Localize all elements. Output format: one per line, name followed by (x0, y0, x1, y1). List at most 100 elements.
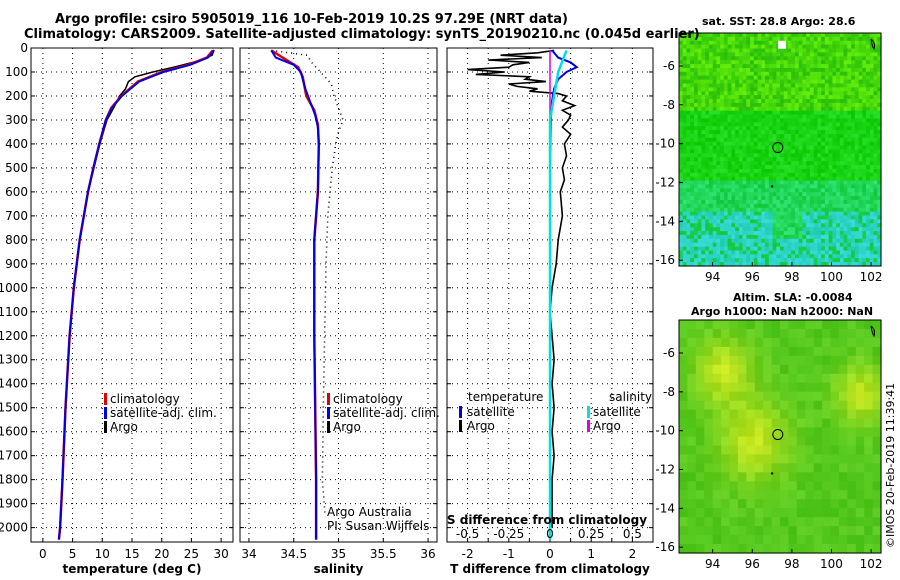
sst-map-cell (858, 106, 863, 112)
sst-map-cell (735, 64, 740, 69)
sst-map-cell (776, 83, 781, 88)
sst-map-cell (776, 130, 781, 135)
sst-map-cell (824, 68, 830, 73)
sst-map-cell (686, 223, 691, 228)
sst-map-cell (735, 149, 740, 154)
sst-map-cell (750, 203, 755, 209)
sst-map-island-dot (770, 185, 774, 188)
sla-map-cell (712, 418, 722, 429)
sst-map-cell (723, 176, 729, 182)
sst-map-cell (742, 165, 747, 170)
sst-map-cell (750, 219, 755, 224)
sst-map-cell (821, 110, 826, 116)
sst-map-cell (802, 219, 807, 224)
sst-map-cell (791, 106, 796, 112)
sst-map-cell (679, 223, 684, 228)
sla-map-cell (838, 364, 848, 375)
sst-map-cell (787, 71, 792, 77)
sst-map-cell (787, 176, 792, 182)
sst-map-cell (772, 258, 777, 263)
sla-map-cell (805, 436, 815, 447)
sst-map-cell (776, 33, 781, 38)
sla-map-cell (830, 373, 840, 384)
sst-map-cell (776, 184, 781, 189)
sst-map-cell (866, 184, 871, 189)
sla-map-cell (704, 445, 714, 456)
sst-map-cell (757, 40, 762, 46)
sst-map-cell (720, 52, 725, 57)
sla-map-cell (687, 418, 697, 429)
sla-map-cell (712, 409, 722, 420)
sst-map-cell (772, 153, 777, 158)
sst-map-cell (843, 168, 848, 174)
sst-map-cell (824, 87, 830, 92)
sla-map-cell (704, 436, 714, 447)
salinity-panel-xtick-label: 34 (241, 547, 256, 561)
sla-map-cell (796, 400, 806, 411)
sst-map-cell (742, 176, 747, 182)
sst-map-cell (735, 157, 740, 162)
sla-map-cell (771, 400, 781, 411)
sst-map-cell (757, 215, 762, 220)
sst-map-cell (723, 165, 729, 170)
sst-map-cell (701, 196, 706, 201)
sst-map-cell (686, 219, 691, 224)
sst-map-cell (806, 211, 811, 217)
sst-map-cell (795, 168, 800, 174)
sla-map-cell (679, 400, 688, 411)
sla-map-cell (763, 481, 773, 491)
sst-map-cell (862, 231, 867, 236)
sst-map-cell (832, 180, 837, 186)
sla-map-cell (712, 463, 722, 473)
sla-map-cell (729, 373, 739, 384)
sla-map-cell (855, 544, 865, 554)
sst-map-cell (787, 137, 792, 143)
sst-map-cell (765, 153, 770, 158)
sst-map-cell (806, 68, 811, 73)
sst-map-cell (828, 102, 833, 108)
sst-map-cell (690, 106, 695, 112)
sst-map-cell (701, 153, 706, 158)
sst-map-cell (783, 114, 788, 119)
sst-map-cell (802, 64, 807, 69)
sst-map-cell (787, 207, 792, 213)
sst-map-cell (727, 44, 732, 50)
sla-map-ytick-label: -8 (663, 385, 675, 399)
sla-map-cell (830, 517, 840, 527)
sst-map-cell (694, 83, 699, 88)
sla-map-cell (830, 400, 840, 411)
sst-map-cell (806, 165, 811, 170)
salinity-panel-xtick-label: 35 (331, 547, 346, 561)
sst-map-cell (772, 242, 777, 248)
sla-map-cell (788, 517, 798, 527)
sst-map-cell (694, 95, 699, 100)
sst-map-cell (697, 219, 702, 224)
sst-map-cell (854, 192, 860, 197)
sst-map-cell (705, 79, 710, 85)
sst-map-cell (873, 122, 878, 127)
sst-map-cell (716, 145, 721, 151)
sst-map-cell (780, 168, 785, 174)
sst-map-cell (731, 188, 736, 193)
sst-map-cell (795, 238, 800, 244)
sst-map-cell (705, 207, 710, 213)
sst-map-cell (727, 246, 732, 252)
sst-map-cell (753, 219, 759, 224)
sst-map-cell (731, 246, 736, 252)
sst-map-cell (682, 75, 687, 81)
sst-map-cell (828, 161, 833, 166)
sst-map-cell (809, 262, 815, 267)
sst-map-cell (731, 172, 736, 178)
sla-map-cell (679, 364, 688, 375)
sst-map-cell (679, 79, 684, 85)
sst-map-cell (862, 219, 867, 224)
sst-map-cell (682, 91, 687, 96)
sst-map-cell (750, 44, 755, 50)
sst-map-cell (761, 203, 766, 209)
sst-map-cell (712, 184, 717, 189)
sst-map-cell (780, 48, 785, 53)
sla-map-cell (813, 490, 823, 500)
sst-map-cell (705, 40, 710, 46)
sla-map-cell (855, 436, 865, 447)
sst-map-cell (772, 71, 777, 77)
